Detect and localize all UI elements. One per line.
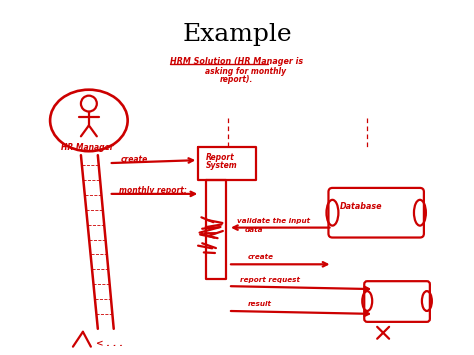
Text: data: data <box>245 226 264 233</box>
Text: HR Manager: HR Manager <box>61 143 114 152</box>
Text: validate the input: validate the input <box>237 218 310 224</box>
Text: Example: Example <box>182 23 292 46</box>
FancyBboxPatch shape <box>364 281 430 322</box>
Text: System: System <box>206 161 238 170</box>
Text: report request: report request <box>240 277 300 283</box>
Text: Database: Database <box>339 202 382 211</box>
Polygon shape <box>81 155 111 329</box>
Text: asking for monthly: asking for monthly <box>205 67 286 76</box>
FancyBboxPatch shape <box>328 188 424 237</box>
Text: < . . .: < . . . <box>96 339 123 348</box>
Text: Report: Report <box>206 153 235 162</box>
Text: create: create <box>248 255 274 261</box>
Text: create: create <box>121 155 148 164</box>
Text: result: result <box>248 301 272 307</box>
Text: monthly report:: monthly report: <box>118 186 187 195</box>
Text: report).: report). <box>220 75 254 84</box>
Text: HRM Solution (HR Manager is: HRM Solution (HR Manager is <box>170 57 303 66</box>
